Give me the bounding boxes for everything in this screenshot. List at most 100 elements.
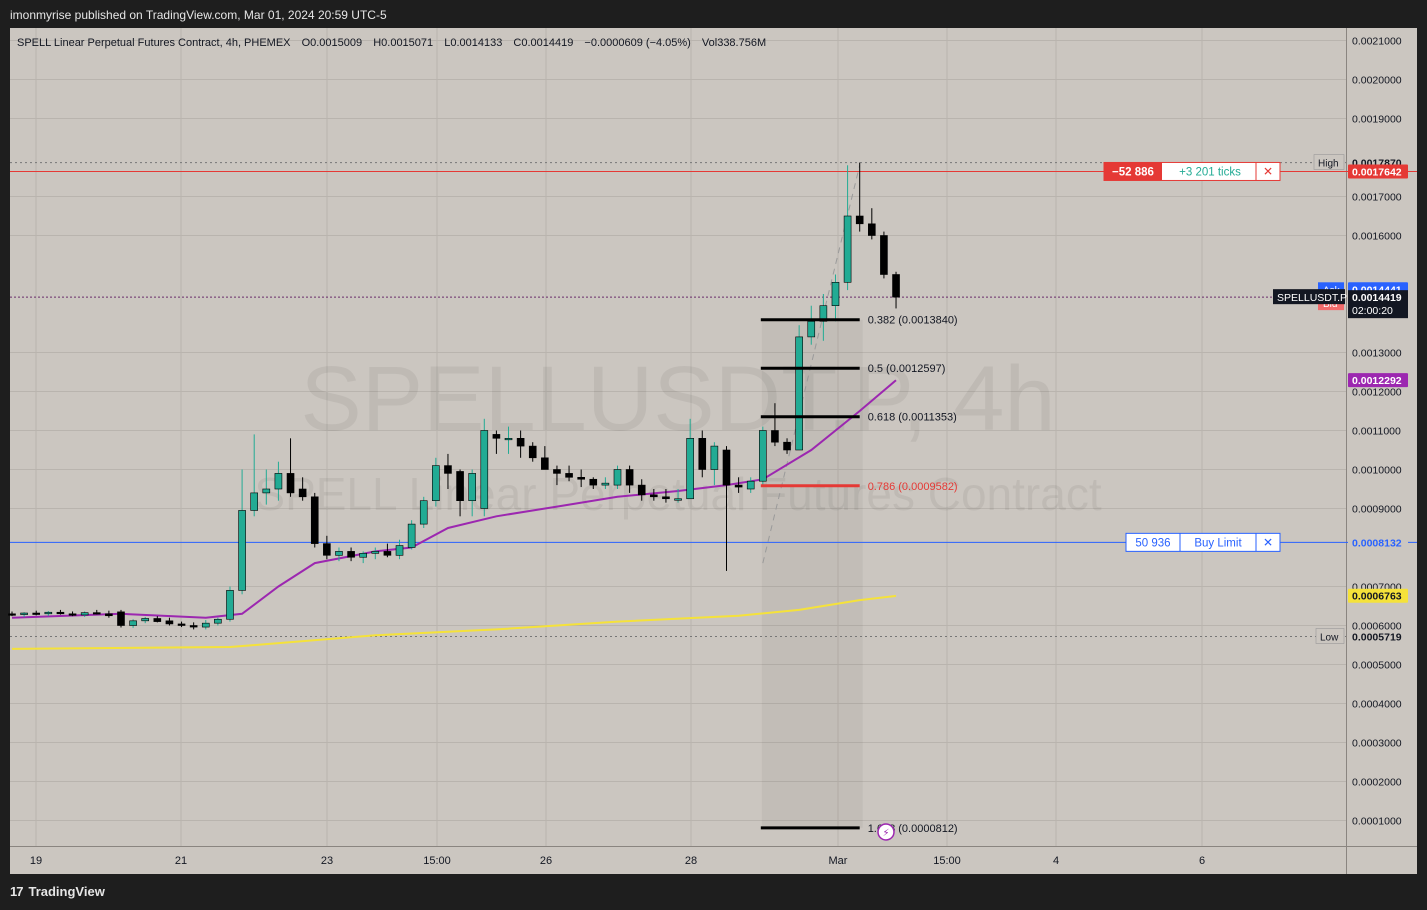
watermark-symbol: SPELLUSDT.P, 4h (300, 348, 1055, 450)
candle-3 (44, 611, 53, 616)
candle-body-55 (674, 498, 682, 501)
sell-order-close-icon[interactable]: ✕ (1263, 164, 1273, 178)
candle-37 (456, 469, 464, 517)
candle-body-51 (625, 469, 634, 486)
candle-27 (335, 547, 343, 562)
x-tick-label-5: 28 (685, 855, 697, 867)
candle-body-14 (177, 623, 186, 626)
fib-trend-line (762, 165, 861, 564)
candle-42 (516, 430, 525, 458)
buy-order-close-icon[interactable]: ✕ (1263, 535, 1273, 549)
candle-body-70 (855, 215, 864, 225)
x-tick-label-7: 15:00 (933, 855, 961, 867)
candles (8, 162, 900, 630)
candle-body-8 (105, 613, 113, 617)
candle-body-1 (20, 612, 28, 615)
low-label: Low (1320, 632, 1339, 643)
candle-body-22 (274, 473, 283, 490)
candle-body-59 (722, 449, 731, 486)
candle-30 (371, 547, 380, 560)
candle-24 (298, 477, 307, 501)
y-tick-label-13: 0.0004000 (1352, 699, 1402, 711)
candle-body-28 (347, 551, 355, 558)
candle-64 (783, 438, 791, 454)
fib-level-label-2: 0.618 (0.0011353) (868, 412, 957, 424)
symbol-tag-bg (1273, 289, 1345, 305)
y-tick-label-7: 0.0011000 (1352, 426, 1401, 438)
candle-body-58 (710, 445, 719, 470)
low-price-tag: 0.0005719 (1352, 631, 1402, 643)
candle-4 (56, 609, 65, 615)
alert-lightning-icon (877, 823, 895, 841)
high-label-bg (1313, 154, 1345, 170)
candle-body-10 (129, 620, 137, 626)
candle-body-43 (528, 445, 537, 459)
candle-body-27 (335, 551, 343, 556)
buy-order-price-tag-bg (1348, 535, 1408, 550)
candle-body-16 (201, 622, 210, 628)
y-tick-label-3: 0.0017000 (1352, 192, 1402, 204)
candle-body-37 (456, 471, 464, 502)
candle-body-35 (432, 465, 440, 502)
candle-22 (274, 461, 283, 501)
last-price-tag: 0.0014419 (1352, 292, 1402, 304)
candle-19 (238, 469, 246, 595)
candle-23 (286, 438, 295, 497)
candle-body-7 (92, 612, 101, 615)
symbol-title: SPELL Linear Perpetual Futures Contract,… (17, 37, 291, 49)
x-tick-label-1: 21 (175, 855, 187, 867)
price-tags: 0.0017870High0.0005719Low0.00176420.0008… (1103, 154, 1408, 644)
x-tick-label-8: 4 (1053, 855, 1059, 867)
low-label-bg (1315, 628, 1345, 644)
candle-body-53 (650, 494, 658, 498)
candle-54 (662, 489, 670, 503)
candle-body-11 (141, 618, 150, 622)
sell-order-price-tag-bg (1348, 164, 1408, 179)
candle-53 (650, 489, 658, 501)
candle-1 (20, 612, 28, 617)
candle-body-47 (577, 476, 585, 480)
candle-body-21 (262, 488, 271, 494)
buy-order-widget[interactable]: 50 936 Buy Limit ✕ (1125, 532, 1281, 552)
ma-fast-price-tag: 0.0012292 (1352, 375, 1402, 387)
candle-59 (722, 446, 731, 571)
sell-order-price-tag: 0.0017642 (1352, 166, 1402, 178)
time-axis[interactable] (10, 846, 1417, 874)
candle-body-68 (831, 281, 840, 306)
candle-49 (601, 477, 610, 489)
tradingview-brand[interactable]: 17 TradingView (10, 884, 105, 899)
candle-9 (117, 609, 125, 628)
candle-33 (407, 520, 416, 550)
fib-zone (761, 165, 863, 828)
candle-66 (807, 305, 816, 345)
candle-body-2 (32, 612, 41, 615)
candle-16 (201, 620, 210, 630)
candle-body-18 (226, 590, 234, 620)
sell-order-qty: −52 886 (1112, 166, 1154, 178)
y-tick-label-6: 0.0012000 (1352, 387, 1402, 399)
candle-13 (165, 617, 174, 626)
fib-zone-shade (761, 319, 863, 828)
symbol-tag: SPELLUSDT.P (1277, 292, 1347, 304)
candle-6 (80, 611, 89, 617)
candle-body-34 (419, 500, 428, 525)
sell-order-widget[interactable]: −52 886 +3 201 ticks ✕ (1103, 161, 1281, 181)
candle-52 (637, 479, 646, 501)
candle-body-73 (892, 274, 900, 298)
x-tick-label-2: 23 (321, 855, 333, 867)
candle-body-57 (698, 437, 707, 470)
candle-60 (734, 477, 743, 493)
candle-43 (528, 442, 537, 462)
candle-body-6 (80, 612, 89, 616)
x-tick-label-9: 6 (1199, 855, 1205, 867)
candle-body-63 (771, 430, 779, 443)
volume: Vol338.756M (702, 37, 766, 49)
candle-67 (819, 294, 828, 341)
alert-lightning-glyph: ⚡ (882, 828, 889, 839)
candle-body-71 (868, 223, 876, 236)
tradingview-logo-icon: 17 (10, 884, 24, 899)
slow-moving-average-line (11, 594, 897, 650)
y-tick-label-15: 0.0002000 (1352, 777, 1402, 789)
candle-body-46 (565, 473, 573, 478)
